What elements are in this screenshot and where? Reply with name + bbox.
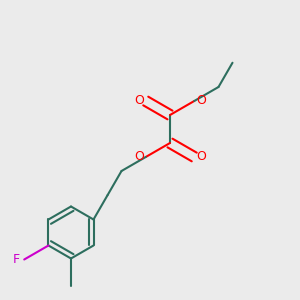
Text: O: O [134, 151, 144, 164]
Text: O: O [196, 94, 206, 107]
Text: O: O [196, 151, 206, 164]
Text: O: O [134, 94, 144, 107]
Text: F: F [13, 253, 20, 266]
